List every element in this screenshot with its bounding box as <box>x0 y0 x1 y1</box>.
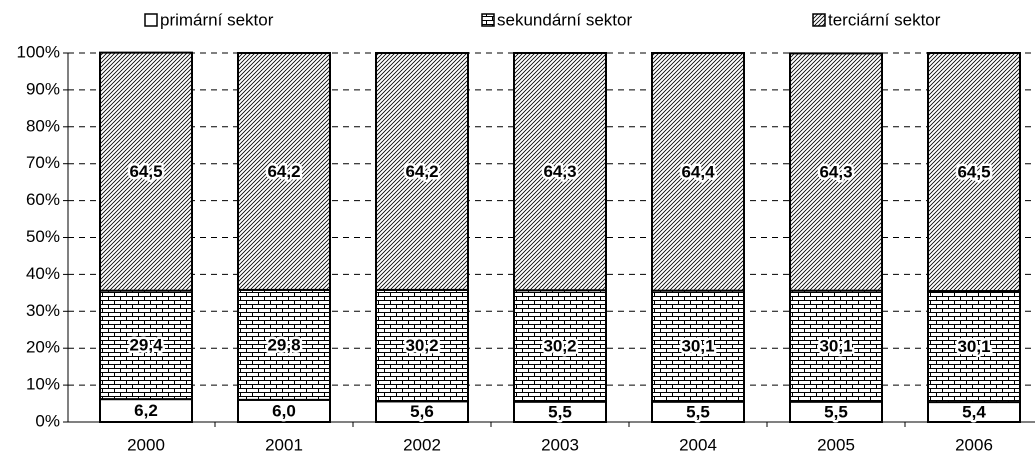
bar-segment <box>927 290 1021 404</box>
value-label: 64,2 <box>267 162 300 181</box>
x-tick-label: 2004 <box>679 435 717 454</box>
y-tick-label: 0% <box>35 411 60 430</box>
value-label: 64,2 <box>405 162 438 181</box>
bar-segment <box>513 289 607 403</box>
x-tick-label: 2002 <box>403 435 441 454</box>
y-tick-label: 60% <box>26 190 60 209</box>
value-label: 64,3 <box>543 162 576 181</box>
bar-segment <box>651 52 745 292</box>
value-label: 5,6 <box>410 402 434 421</box>
legend-swatch <box>481 13 495 27</box>
y-tick-label: 40% <box>26 264 60 283</box>
bar-segment <box>375 52 469 291</box>
value-label: 64,5 <box>957 162 990 181</box>
y-tick-label: 80% <box>26 116 60 135</box>
bar-segment <box>99 289 193 401</box>
value-label: 5,5 <box>686 402 710 421</box>
value-label: 5,5 <box>824 402 848 421</box>
value-label: 5,4 <box>962 403 986 422</box>
y-tick-label: 20% <box>26 338 60 357</box>
bar-segment <box>927 52 1021 293</box>
value-label: 29,8 <box>267 335 300 354</box>
legend-label: sekundární sektor <box>497 10 632 29</box>
y-tick-label: 100% <box>17 42 60 61</box>
y-tick-label: 30% <box>26 301 60 320</box>
y-tick-label: 10% <box>26 375 60 394</box>
bar-segment <box>99 51 193 292</box>
bar-segment <box>513 52 607 292</box>
x-tick-label: 2001 <box>265 435 303 454</box>
x-tick-label: 2006 <box>955 435 993 454</box>
value-label: 30,1 <box>819 337 852 356</box>
y-tick-label: 70% <box>26 153 60 172</box>
legend-swatch <box>144 13 158 27</box>
value-label: 64,4 <box>681 162 715 181</box>
value-label: 5,5 <box>548 402 572 421</box>
legend-label: primární sektor <box>160 10 274 29</box>
y-tick-label: 90% <box>26 79 60 98</box>
bar-segment <box>651 289 745 403</box>
value-label: 64,3 <box>819 162 852 181</box>
bar-segment <box>237 288 331 401</box>
bar-segment <box>789 52 883 292</box>
bar-segment <box>237 52 331 291</box>
value-label: 30,2 <box>543 336 576 355</box>
x-tick-label: 2003 <box>541 435 579 454</box>
x-tick-label: 2000 <box>127 435 165 454</box>
legend-swatch <box>812 13 826 27</box>
x-tick-label: 2005 <box>817 435 855 454</box>
value-label: 30,2 <box>405 336 438 355</box>
value-label: 6,2 <box>134 401 158 420</box>
value-label: 30,1 <box>681 337 714 356</box>
value-label: 29,4 <box>129 335 163 354</box>
value-label: 30,1 <box>957 337 990 356</box>
value-label: 6,0 <box>272 401 296 420</box>
value-label: 64,5 <box>129 162 162 181</box>
y-tick-label: 50% <box>26 227 60 246</box>
legend-label: terciární sektor <box>828 10 941 29</box>
